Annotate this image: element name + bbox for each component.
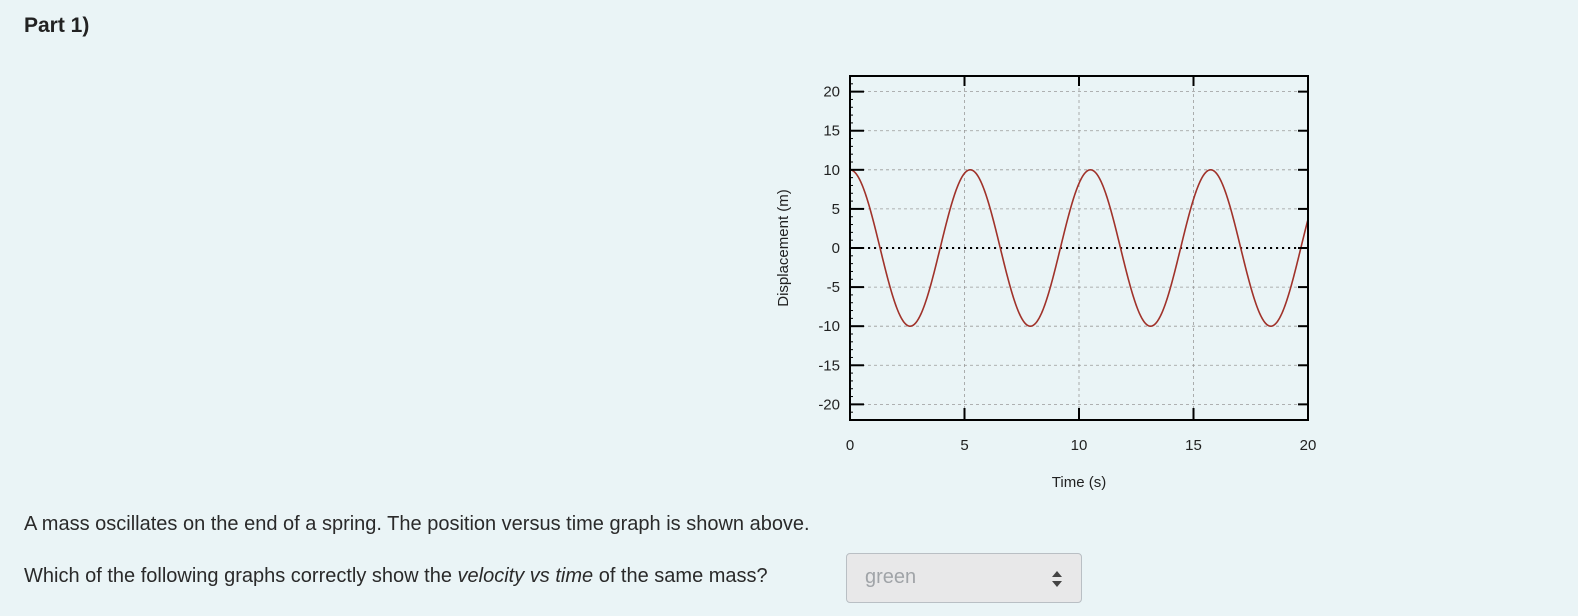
updown-arrows-icon	[1052, 571, 1062, 587]
displacement-time-chart: 20 15 10 5 0 -5 -10 -15 -20 0 5 10 15 20 Time (s) Dis…	[775, 75, 1316, 491]
x-tick-label: 15	[1185, 437, 1202, 454]
question-prompt: Which of the following graphs correctly …	[24, 565, 768, 588]
answer-select[interactable]: green	[846, 553, 1082, 603]
y-tick-label: 20	[823, 84, 840, 101]
prompt-text-emphasis: velocity vs time	[457, 565, 594, 587]
chart-tick-labels: 20 15 10 5 0 -5 -10 -15 -20 0 5 10 15 20	[818, 84, 1316, 454]
chart-ticks	[849, 75, 1309, 421]
x-tick-label: 0	[846, 437, 854, 454]
y-tick-label: -20	[818, 396, 840, 413]
prompt-text-before: Which of the following graphs correctly …	[24, 565, 458, 587]
question-statement: A mass oscillates on the end of a spring…	[24, 513, 810, 535]
answer-select-value: green	[865, 566, 917, 588]
part-title: Part 1)	[24, 14, 90, 37]
x-tick-label: 20	[1300, 437, 1317, 454]
y-tick-label: 0	[832, 240, 840, 257]
x-tick-label: 10	[1071, 437, 1088, 454]
prompt-text-after: of the same mass?	[593, 565, 768, 587]
x-axis-label: Time (s)	[1052, 474, 1106, 491]
y-tick-label: 15	[823, 123, 840, 140]
displacement-series-line	[849, 169, 1309, 327]
y-tick-label: 5	[832, 201, 840, 218]
y-tick-label: 10	[823, 162, 840, 179]
y-axis-label: Displacement (m)	[775, 189, 792, 307]
y-tick-label: -5	[827, 279, 840, 296]
y-tick-label: -15	[818, 357, 840, 374]
x-tick-label: 5	[960, 437, 968, 454]
y-tick-label: -10	[818, 318, 840, 335]
